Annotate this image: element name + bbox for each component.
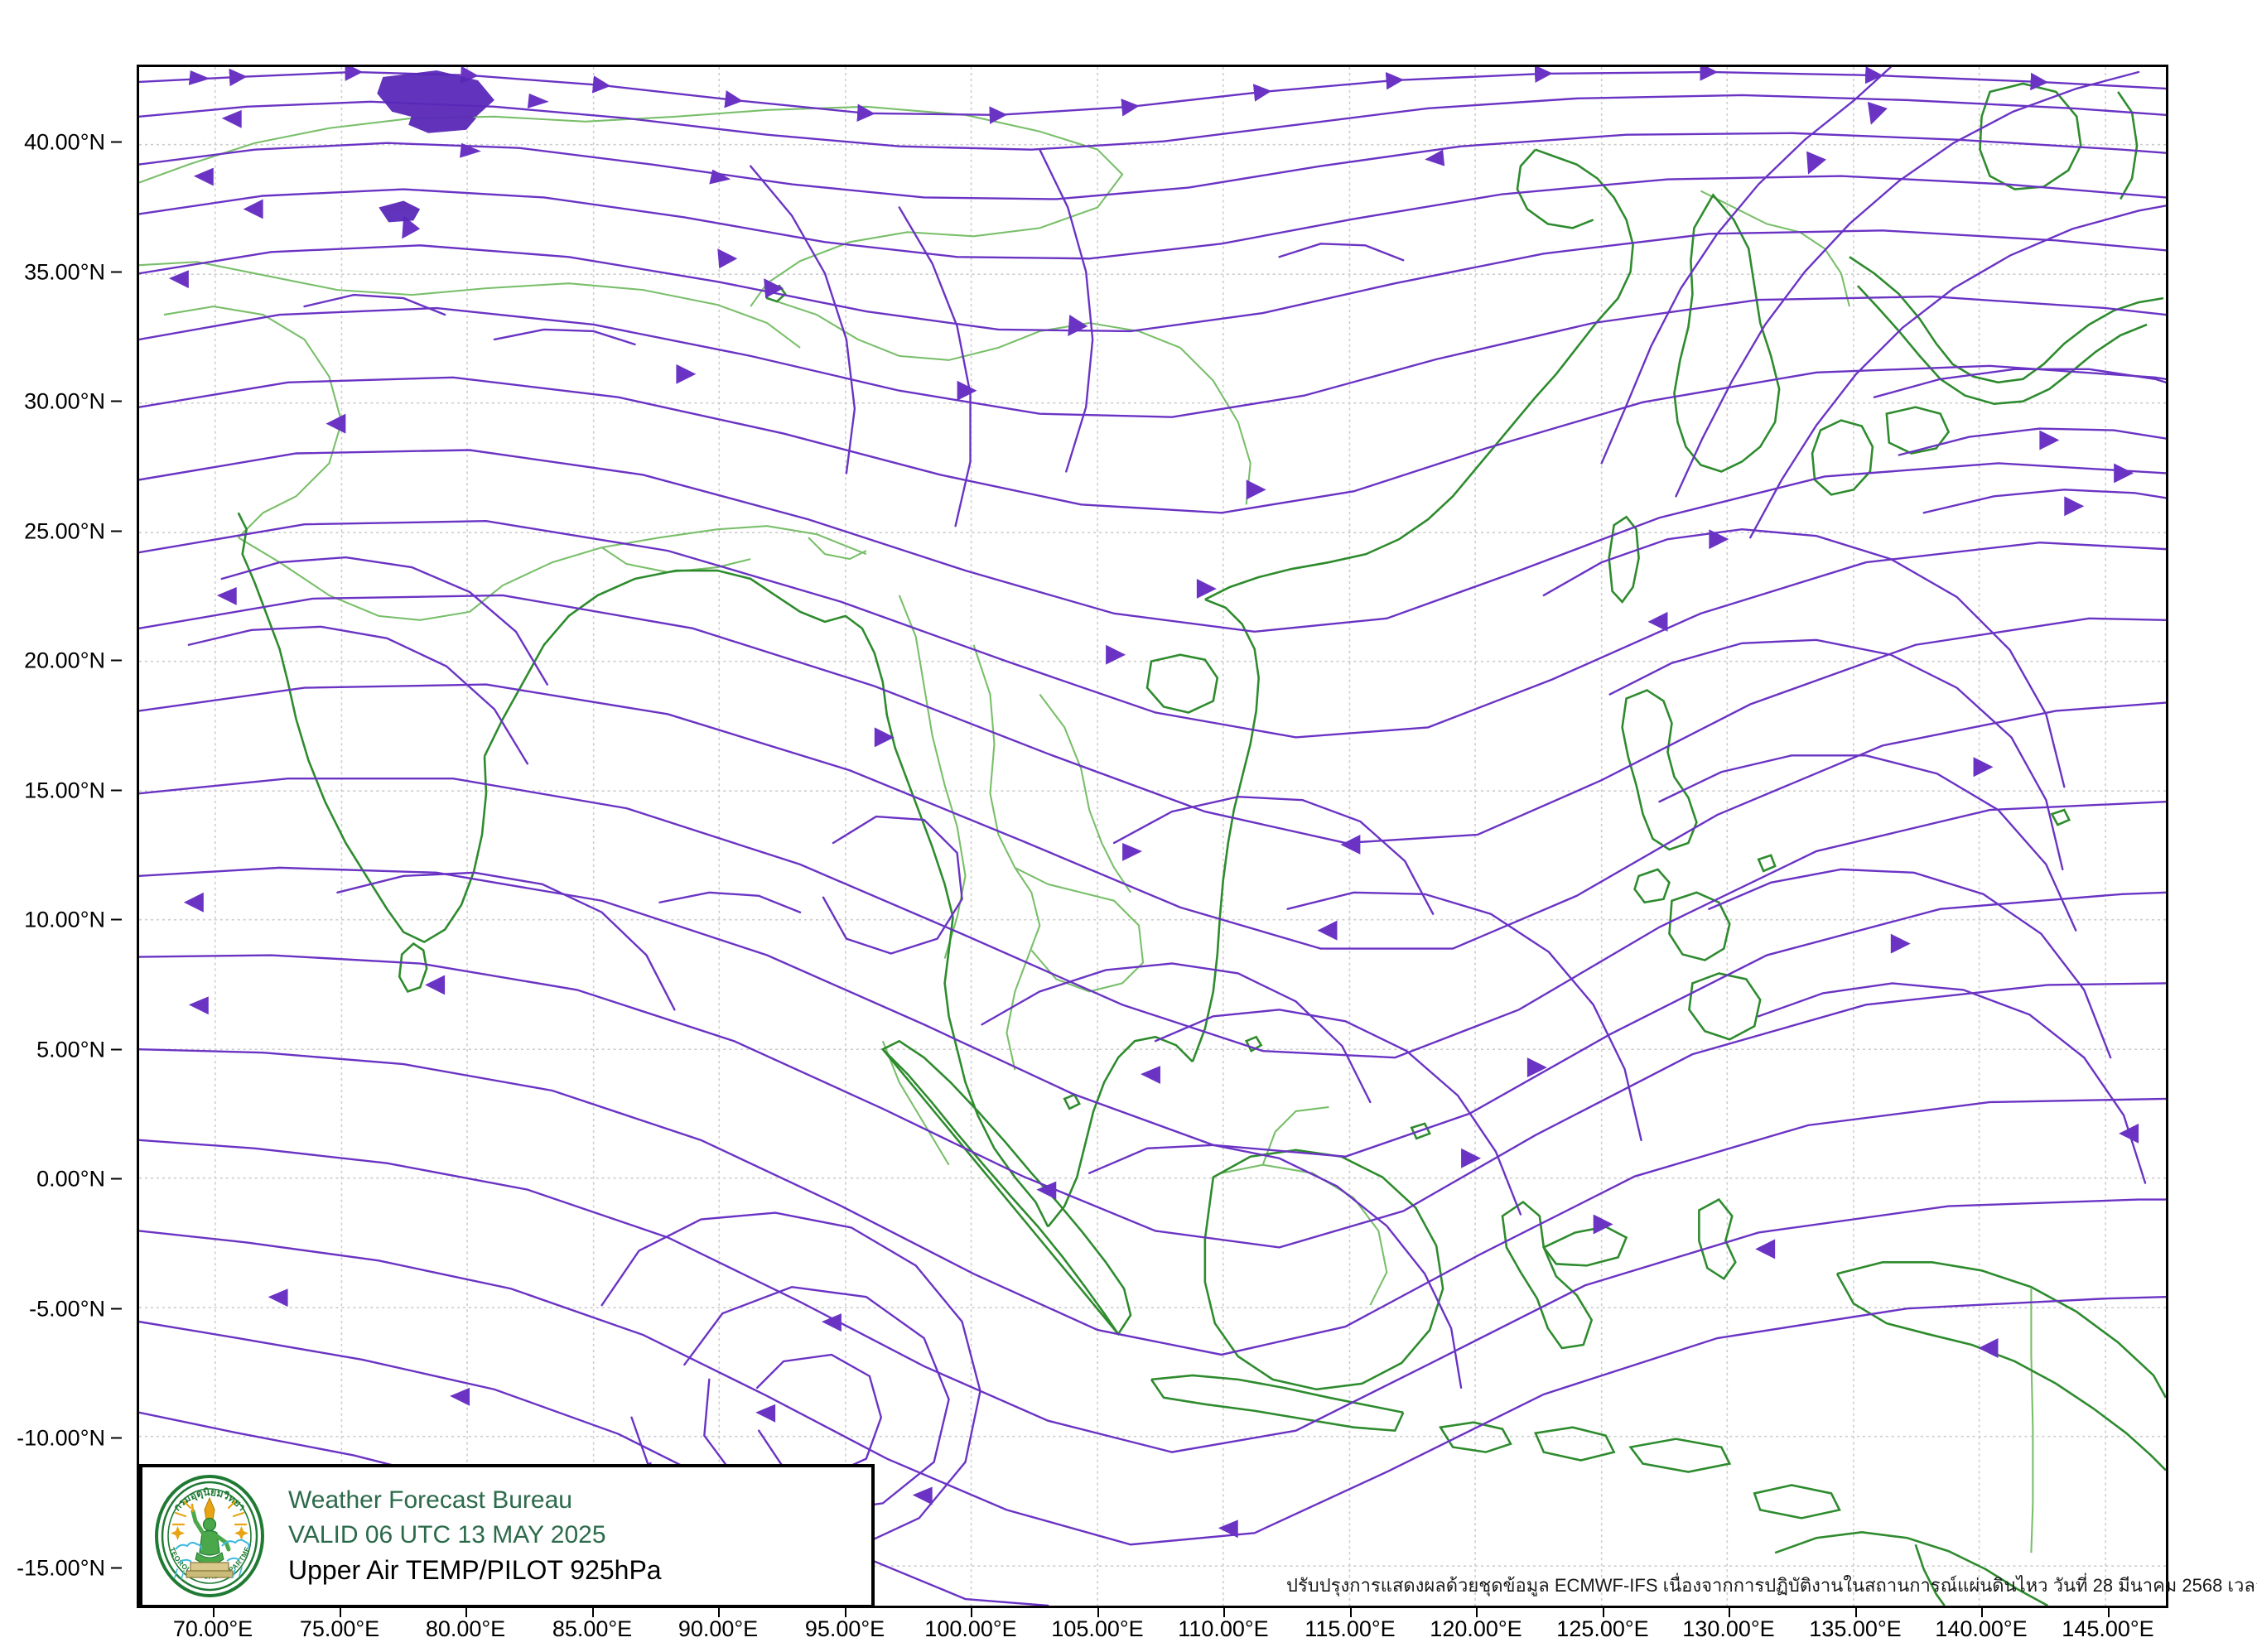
y-tick-30N: 30.00°N	[24, 389, 122, 415]
tick-mark	[111, 789, 122, 792]
x-tick-130E: 130.00°E	[1682, 1616, 1775, 1641]
y-tick-20N: 20.00°N	[24, 648, 122, 674]
y-tick-label: 30.00°N	[24, 388, 105, 414]
x-tick-110E: 110.00°E	[1178, 1616, 1269, 1641]
y-tick-label: 10.00°N	[24, 907, 105, 932]
tick-mark	[111, 530, 122, 532]
x-tick-120E: 120.00°E	[1430, 1616, 1522, 1641]
y-tick-label: 20.00°N	[24, 648, 105, 673]
legend-box: กรมอุตุนิยมวิทยา METEOROLOGICAL DEPARTME…	[139, 1463, 875, 1608]
footer-note: ปรับปรุงการแสดงผลด้วยชุดข้อมูล ECMWF-IFS…	[1286, 1575, 2257, 1596]
tick-mark	[111, 141, 122, 143]
y-tick-label: 25.00°N	[24, 518, 105, 544]
streamline-arrowheads	[168, 70, 2139, 1606]
x-tick-mark	[1097, 1608, 1099, 1617]
x-tick-85E: 85.00°E	[552, 1616, 633, 1641]
x-tick-mark	[1855, 1608, 1857, 1617]
legend-valid-time: VALID 06 UTC 13 MAY 2025	[288, 1520, 606, 1548]
y-tick-0N: 0.00°N	[36, 1167, 122, 1192]
x-tick-mark	[718, 1608, 720, 1617]
coastlines	[237, 82, 2166, 1606]
x-tick-mark	[1603, 1608, 1604, 1617]
x-tick-mark	[592, 1608, 594, 1617]
y-tick-label: -10.00°N	[17, 1425, 105, 1451]
tmd-seal-svg: กรมอุตุนิยมวิทยา METEOROLOGICAL DEPARTME…	[144, 1463, 264, 1597]
x-tick-105E: 105.00°E	[1051, 1616, 1144, 1641]
x-tick-mark	[213, 1608, 215, 1617]
x-tick-125E: 125.00°E	[1556, 1616, 1649, 1641]
x-tick-mark	[465, 1608, 467, 1617]
y-tick-40N: 40.00°N	[24, 130, 122, 156]
x-tick-140E: 140.00°E	[1935, 1616, 2028, 1641]
map-svg	[139, 67, 2166, 1606]
x-tick-mark	[1350, 1608, 1352, 1617]
tick-mark	[111, 1437, 122, 1439]
y-tick-minus5N: -5.00°N	[29, 1297, 122, 1322]
x-tick-135E: 135.00°E	[1809, 1616, 1902, 1641]
tick-mark	[111, 1567, 122, 1569]
y-tick-35N: 35.00°N	[24, 260, 122, 286]
x-tick-mark	[1729, 1608, 1730, 1617]
y-tick-label: 15.00°N	[24, 778, 105, 803]
y-tick-minus10N: -10.00°N	[17, 1426, 122, 1452]
y-tick-label: 0.00°N	[36, 1166, 105, 1192]
y-tick-label: 5.00°N	[36, 1037, 105, 1062]
legend-bureau-name: Weather Forecast Bureau	[288, 1486, 572, 1515]
x-tick-80E: 80.00°E	[425, 1616, 506, 1641]
y-tick-minus15N: -15.00°N	[17, 1556, 122, 1582]
dense-streamline-cluster	[377, 70, 494, 223]
x-tick-mark	[971, 1608, 972, 1617]
tick-mark	[111, 271, 122, 273]
y-tick-10N: 10.00°N	[24, 908, 122, 933]
tick-mark	[111, 918, 122, 921]
streamlines-925hpa	[139, 67, 2166, 1606]
x-tick-mark	[1981, 1608, 1983, 1617]
y-tick-label: -5.00°N	[29, 1296, 105, 1322]
map-canvas	[139, 67, 2166, 1606]
legend-product-title: Upper Air TEMP/PILOT 925hPa	[288, 1554, 662, 1585]
tmd-seal-icon: กรมอุตุนิยมวิทยา METEOROLOGICAL DEPARTME…	[144, 1463, 272, 1602]
x-tick-mark	[340, 1608, 341, 1617]
x-tick-90E: 90.00°E	[678, 1616, 759, 1641]
x-tick-70E: 70.00°E	[172, 1616, 253, 1641]
y-tick-label: -15.00°N	[17, 1555, 105, 1581]
x-tick-95E: 95.00°E	[804, 1616, 885, 1641]
y-tick-25N: 25.00°N	[24, 519, 122, 545]
tick-mark	[111, 400, 122, 402]
y-tick-5N: 5.00°N	[36, 1038, 122, 1063]
x-tick-115E: 115.00°E	[1305, 1616, 1396, 1641]
tick-mark	[111, 1178, 122, 1180]
x-tick-mark	[2108, 1608, 2110, 1617]
y-tick-15N: 15.00°N	[24, 778, 122, 804]
y-tick-label: 35.00°N	[24, 259, 105, 285]
tick-mark	[111, 1048, 122, 1051]
tick-mark	[111, 1308, 122, 1310]
legend-text-block: Weather Forecast Bureau VALID 06 UTC 13 …	[272, 1485, 871, 1587]
x-tick-145E: 145.00°E	[2062, 1616, 2154, 1641]
x-tick-mark	[1223, 1608, 1225, 1617]
x-tick-mark	[1476, 1608, 1478, 1617]
tick-mark	[111, 659, 122, 662]
x-tick-100E: 100.00°E	[924, 1616, 1017, 1641]
map-plot-frame	[137, 65, 2168, 1608]
y-tick-label: 40.00°N	[24, 129, 105, 155]
x-tick-75E: 75.00°E	[299, 1616, 380, 1641]
country-borders	[139, 105, 2034, 1553]
x-tick-mark	[845, 1608, 846, 1617]
